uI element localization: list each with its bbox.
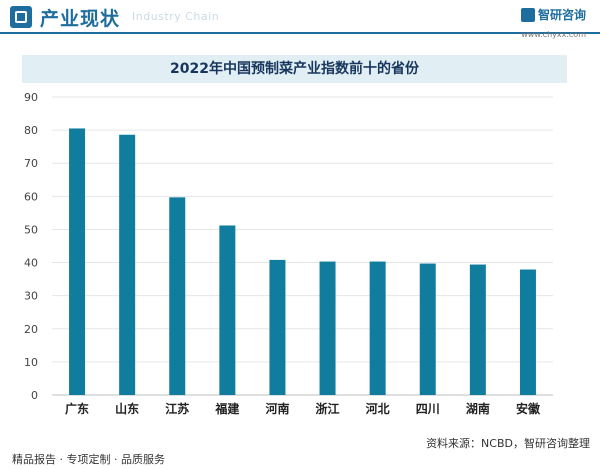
y-tick-label: 60 <box>24 190 38 203</box>
section-icon <box>10 6 32 28</box>
x-tick-label: 四川 <box>416 402 440 416</box>
section-title: 产业现状 <box>40 8 121 30</box>
y-tick-label: 90 <box>24 91 38 104</box>
bar-河南 <box>269 259 286 395</box>
x-tick-label: 广东 <box>65 401 89 416</box>
brand: 智研咨询 <box>520 4 586 23</box>
page-header: 产业现状 Industry Chain 智研咨询 www.chyxx.com <box>0 0 600 50</box>
x-tick-label: 安徽 <box>516 401 541 416</box>
x-tick-label: 浙江 <box>316 401 340 416</box>
x-tick-label: 江苏 <box>165 401 189 416</box>
y-tick-label: 40 <box>24 257 38 270</box>
brand-logo-icon <box>520 7 535 22</box>
brand-name: 智研咨询 <box>537 8 586 22</box>
bar-浙江 <box>319 261 336 395</box>
bar-河北 <box>369 261 386 395</box>
y-tick-label: 10 <box>24 356 38 369</box>
y-tick-label: 50 <box>24 223 38 236</box>
y-tick-label: 30 <box>24 290 38 303</box>
bar-广东 <box>69 128 86 395</box>
x-tick-label: 湖南 <box>466 401 490 416</box>
y-tick-label: 70 <box>24 157 38 170</box>
bar-湖南 <box>469 264 486 395</box>
source-note: 资料来源：NCBD，智研咨询整理 <box>426 437 590 450</box>
x-tick-label: 福建 <box>214 401 240 416</box>
brand-url: www.chyxx.com <box>521 30 586 39</box>
y-tick-label: 0 <box>31 389 38 402</box>
bar-福建 <box>219 225 236 395</box>
bar-山东 <box>119 134 136 395</box>
header-divider <box>0 32 600 34</box>
y-tick-label: 20 <box>24 323 38 336</box>
x-tick-label: 河南 <box>264 401 289 416</box>
bar-安徽 <box>519 269 536 395</box>
page-footer: 精品报告 · 专项定制 · 品质服务 资料来源：NCBD，智研咨询整理 <box>0 435 600 469</box>
bar-江苏 <box>169 197 186 395</box>
bar-四川 <box>419 263 436 395</box>
bar-chart: 0 10 20 30 40 50 60 70 80 90 广东 山东 江苏 福建 河南 浙江 河北 四川 湖南 安徽 <box>24 91 553 416</box>
footer-slogan: 精品报告 · 专项定制 · 品质服务 <box>12 453 165 466</box>
x-tick-label: 河北 <box>365 401 390 416</box>
y-tick-label: 80 <box>24 124 38 137</box>
chart-title: 2022年中国预制菜产业指数前十的省份 <box>22 55 567 83</box>
section-subtitle: Industry Chain <box>132 10 220 23</box>
x-tick-label: 山东 <box>115 401 139 416</box>
